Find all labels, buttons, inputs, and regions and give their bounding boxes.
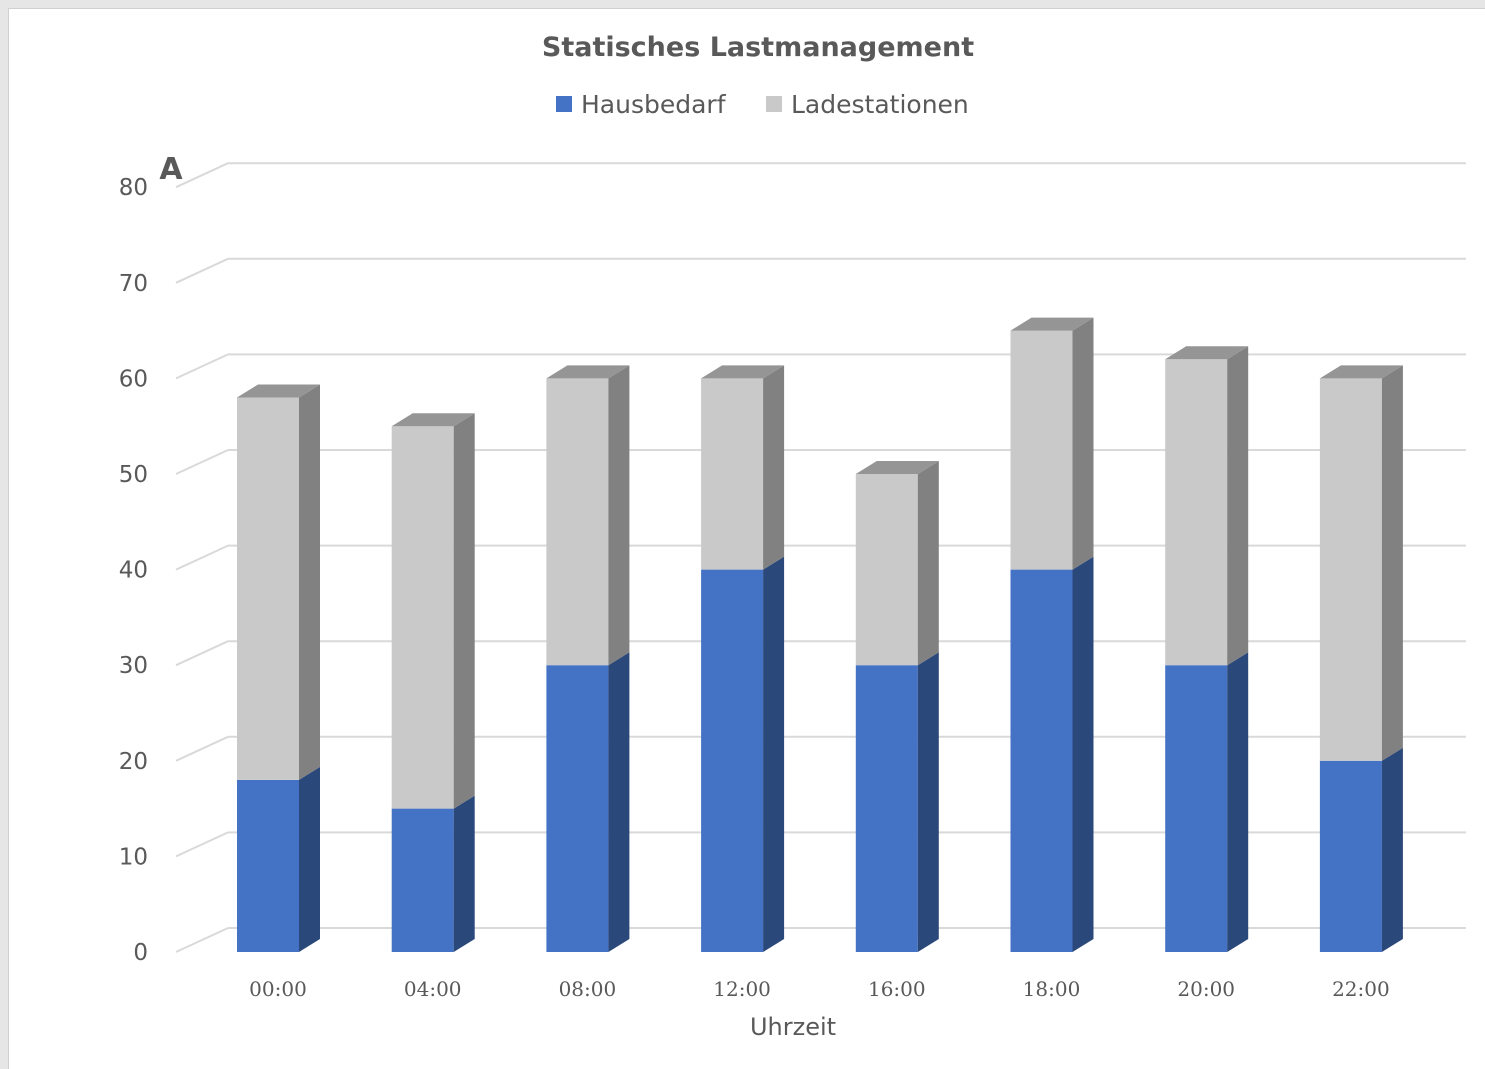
bar-top [391, 413, 475, 427]
bar-top [1010, 317, 1094, 331]
bar-side [1381, 747, 1403, 952]
bar-side [453, 795, 475, 952]
bar-side [1072, 556, 1094, 952]
bar-segment [701, 569, 764, 952]
x-axis-title: Uhrzeit [750, 1013, 836, 1041]
chart-title: Statisches Lastmanagement [542, 32, 974, 63]
bar-side [608, 652, 630, 952]
legend-label: Hausbedarf [581, 90, 727, 119]
x-tick-label: 00:00 [249, 977, 307, 1001]
bar-top [855, 461, 939, 474]
y-tick-label: 60 [119, 366, 148, 392]
bar-stack [1010, 317, 1094, 952]
bar-segment [1319, 378, 1382, 761]
bar-top [1165, 346, 1249, 360]
gridline-diagonal [175, 927, 229, 953]
legend: Hausbedarf Ladestationen [556, 90, 969, 119]
gridline-diagonal [175, 544, 229, 571]
gridline-diagonal [175, 449, 229, 475]
y-axis-title: A [159, 152, 183, 187]
bar-side [299, 384, 320, 780]
bar-stack [1165, 346, 1249, 952]
x-tick-label: 22:00 [1332, 977, 1390, 1001]
bar-top [237, 384, 320, 398]
bar-stack [1319, 365, 1403, 952]
bar-segment [1165, 359, 1228, 666]
legend-swatch [556, 96, 572, 112]
bar-segment [237, 397, 299, 780]
bar-segment [391, 808, 454, 952]
legend-label: Ladestationen [791, 90, 969, 119]
tick-labels: 0 10 20 30 40 50 60 70 80 00:00 04:00 08:00 12:00 16:… [119, 175, 1390, 1001]
bar-side [917, 652, 939, 952]
legend-swatch [766, 96, 782, 112]
bar-top [546, 365, 630, 379]
y-tick-label: 0 [133, 940, 148, 966]
bar-segment [701, 378, 764, 570]
y-tick-label: 10 [119, 844, 148, 870]
bar-stack [701, 365, 785, 952]
bar-top [701, 365, 785, 379]
gridlines [175, 162, 1466, 953]
x-tick-label: 12:00 [713, 977, 771, 1001]
bar-side [763, 365, 785, 570]
bar-side [608, 365, 630, 666]
x-tick-label: 16:00 [868, 977, 926, 1001]
bars [237, 317, 1403, 952]
gridline-diagonal [175, 257, 229, 284]
bar-side [1227, 652, 1249, 952]
bar-stack [546, 365, 630, 952]
gridline-diagonal [175, 353, 229, 380]
bar-side [299, 766, 320, 952]
gridline-diagonal [175, 831, 229, 858]
bar-stack [237, 384, 320, 952]
y-tick-label: 20 [119, 749, 148, 775]
bar-segment [546, 378, 609, 666]
y-tick-label: 40 [119, 558, 148, 584]
gridline-diagonal [175, 162, 229, 189]
y-tick-label: 80 [119, 175, 148, 201]
y-tick-label: 50 [119, 462, 148, 488]
x-tick-label: 04:00 [404, 977, 462, 1001]
gridline-diagonal [175, 640, 229, 667]
y-tick-label: 70 [119, 271, 148, 297]
chart-area: 0 10 20 30 40 50 60 70 80 00:00 04:00 08:00 12:00 16:… [8, 8, 1485, 1069]
x-tick-label: 08:00 [559, 977, 617, 1001]
bar-stack [855, 461, 939, 952]
bar-segment [855, 665, 918, 952]
bar-side [1227, 346, 1249, 666]
bar-segment [855, 474, 918, 666]
bar-segment [237, 779, 299, 952]
bar-segment [391, 426, 454, 809]
bar-side [1072, 317, 1094, 570]
bar-segment [1010, 569, 1073, 952]
bar-top [1319, 365, 1403, 379]
bar-segment [1165, 665, 1228, 952]
bar-stack [391, 413, 475, 952]
bar-side [917, 461, 939, 666]
bar-side [453, 413, 475, 809]
bar-segment [1010, 330, 1073, 570]
x-tick-label: 18:00 [1023, 977, 1081, 1001]
y-tick-label: 30 [119, 653, 148, 679]
bar-side [763, 556, 785, 952]
x-tick-label: 20:00 [1177, 977, 1235, 1001]
bar-segment [546, 665, 609, 952]
bar-side [1381, 365, 1403, 761]
chart-canvas: 0 10 20 30 40 50 60 70 80 00:00 04:00 08:00 12:00 16:… [119, 32, 1466, 1041]
gridline-diagonal [175, 735, 229, 762]
bar-segment [1319, 760, 1382, 952]
